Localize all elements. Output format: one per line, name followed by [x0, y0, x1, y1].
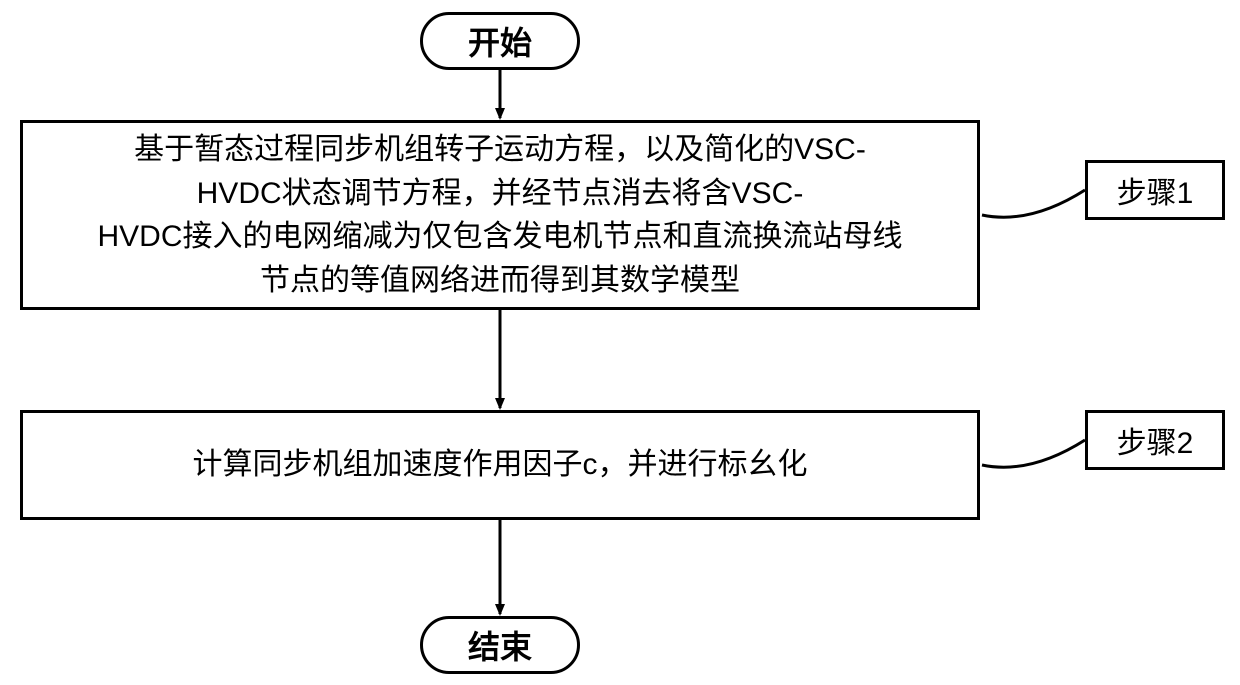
start-terminal: 开始	[420, 12, 580, 70]
callout-label2	[982, 440, 1085, 467]
end-terminal: 结束	[420, 616, 580, 674]
callout-label1	[982, 190, 1085, 217]
step1-line-1: HVDC状态调节方程，并经节点消去将含VSC-	[197, 177, 804, 210]
label-step2-text: 步骤2	[1117, 418, 1194, 462]
label-step2: 步骤2	[1085, 410, 1225, 470]
end-text: 结束	[468, 622, 532, 668]
step1-line-2: HVDC接入的电网缩减为仅包含发电机节点和直流换流站母线	[97, 220, 902, 253]
process-step1: 基于暂态过程同步机组转子运动方程，以及简化的VSC- HVDC状态调节方程，并经…	[20, 120, 980, 310]
step1-line-0: 基于暂态过程同步机组转子运动方程，以及简化的VSC-	[134, 133, 866, 166]
step1-line-3: 节点的等值网络进而得到其数学模型	[260, 264, 740, 297]
start-text: 开始	[468, 18, 532, 64]
process-step1-text: 基于暂态过程同步机组转子运动方程，以及简化的VSC- HVDC状态调节方程，并经…	[97, 128, 902, 302]
process-step2-text: 计算同步机组加速度作用因子c，并进行标幺化	[193, 443, 808, 487]
label-step1-text: 步骤1	[1117, 168, 1194, 212]
process-step2: 计算同步机组加速度作用因子c，并进行标幺化	[20, 410, 980, 520]
label-step1: 步骤1	[1085, 160, 1225, 220]
connectors-svg	[0, 0, 1240, 685]
